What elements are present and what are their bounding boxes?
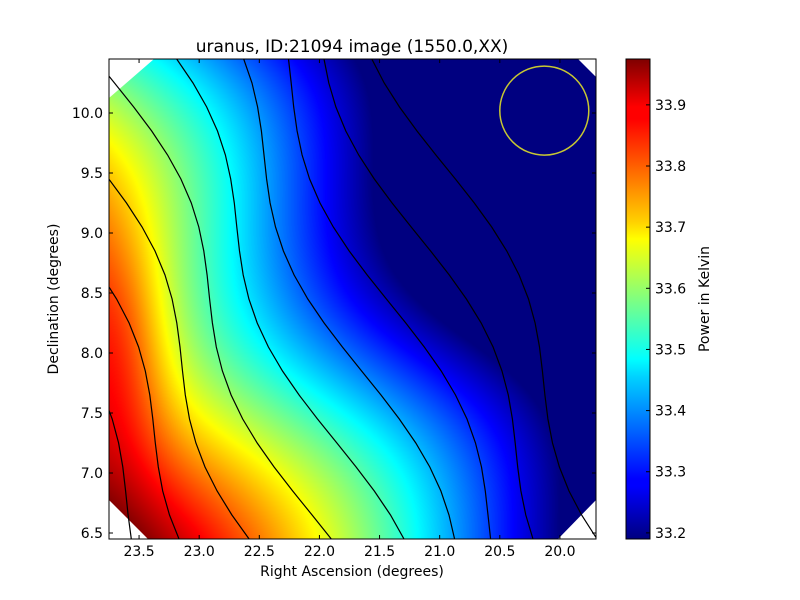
colorbar-tick-label: 33.3 bbox=[655, 465, 686, 481]
x-axis-label: Right Ascension (degrees) bbox=[260, 564, 444, 580]
y-axis-ticks: 6.5 7.0 7.5 8.0 8.5 9.0 9.5 10.0 bbox=[72, 106, 596, 542]
colorbar bbox=[625, 58, 651, 540]
colorbar-tick-label: 33.4 bbox=[655, 404, 686, 420]
colorbar-tick-label: 33.5 bbox=[655, 342, 686, 358]
y-tick-label: 6.5 bbox=[81, 526, 103, 542]
x-tick-label: 21.5 bbox=[364, 544, 395, 560]
colorbar-tick-label: 33.9 bbox=[655, 98, 686, 114]
y-tick-label: 9.0 bbox=[81, 226, 103, 242]
x-tick-label: 23.0 bbox=[184, 544, 215, 560]
y-axis-label: Declination (degrees) bbox=[46, 224, 62, 375]
contour-line bbox=[109, 178, 250, 539]
axes-border bbox=[108, 58, 597, 540]
x-tick-label: 20.0 bbox=[544, 544, 575, 560]
contour-line bbox=[371, 59, 596, 539]
axes-frame bbox=[108, 58, 597, 540]
y-tick-label: 8.0 bbox=[81, 346, 103, 362]
colorbar-ticks: 33.2 33.3 33.4 33.5 33.6 33.7 33.8 33.9 bbox=[646, 98, 686, 542]
contour-line bbox=[243, 59, 456, 539]
colorbar-tick-label: 33.8 bbox=[655, 159, 686, 175]
colorbar-tick-label: 33.2 bbox=[655, 526, 686, 542]
chart-title: uranus, ID:21094 image (1550.0,XX) bbox=[196, 37, 509, 57]
x-tick-label: 22.5 bbox=[244, 544, 275, 560]
colorbar-tick-label: 33.7 bbox=[655, 220, 686, 236]
y-tick-label: 10.0 bbox=[72, 106, 103, 122]
contour-line bbox=[109, 408, 132, 539]
contour-line bbox=[109, 75, 332, 539]
colorbar-gradient bbox=[625, 58, 651, 540]
contour-line bbox=[323, 59, 534, 539]
contour-line bbox=[176, 59, 405, 539]
y-tick-label: 7.0 bbox=[81, 466, 103, 482]
contour-lines bbox=[0, 59, 596, 539]
beam-circle bbox=[499, 65, 590, 156]
colorbar-tick-label: 33.6 bbox=[655, 281, 686, 297]
contour-line bbox=[109, 285, 180, 539]
x-tick-label: 20.5 bbox=[484, 544, 515, 560]
contour-line bbox=[287, 59, 492, 539]
x-axis-ticks: 23.5 23.0 22.5 22.0 21.5 21.0 20.5 20.0 bbox=[123, 59, 576, 560]
beam-marker bbox=[499, 65, 590, 156]
y-tick-label: 7.5 bbox=[81, 406, 103, 422]
colorbar-label: Power in Kelvin bbox=[697, 246, 713, 352]
x-tick-label: 23.5 bbox=[123, 544, 154, 560]
x-tick-label: 22.0 bbox=[304, 544, 335, 560]
contour-line bbox=[0, 59, 51, 539]
plot-area bbox=[109, 59, 596, 539]
x-tick-label: 21.0 bbox=[424, 544, 455, 560]
y-tick-label: 9.5 bbox=[81, 166, 103, 182]
y-tick-label: 8.5 bbox=[81, 286, 103, 302]
